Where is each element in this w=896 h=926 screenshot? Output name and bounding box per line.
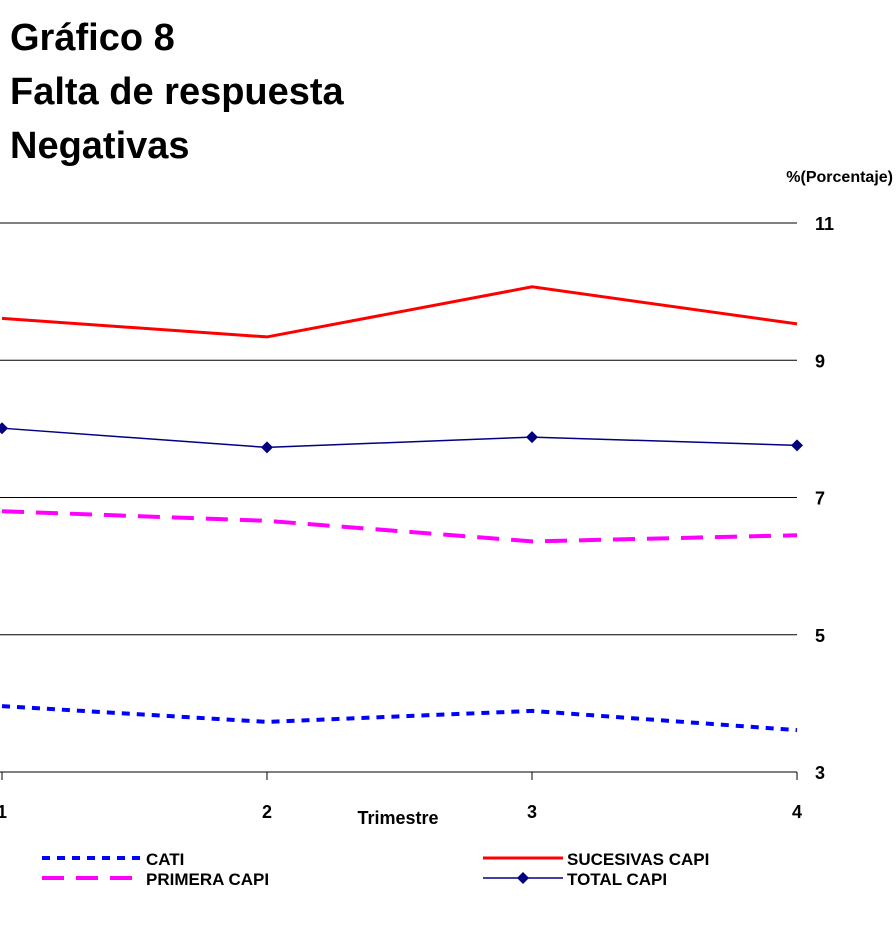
line: [1, 285, 798, 339]
line: [1, 427, 798, 449]
y-tick-label: 5: [815, 626, 825, 646]
legend-marker: [517, 872, 529, 884]
line: [1, 704, 798, 733]
marker: [0, 422, 8, 435]
x-axis-label: Trimestre: [357, 808, 438, 828]
legend-label: TOTAL CAPI: [567, 870, 667, 889]
marker: [261, 441, 273, 454]
x-tick-label: 3: [527, 802, 537, 822]
line: [1, 509, 798, 544]
y-tick-label: 3: [815, 763, 825, 783]
x-tick-label: 4: [792, 802, 802, 822]
marker: [526, 431, 538, 444]
marker: [791, 439, 803, 452]
legend-label: SUCESIVAS CAPI: [567, 850, 709, 869]
chart-title: Gráfico 8: [10, 17, 175, 59]
chart-title: Falta de respuesta: [10, 71, 345, 113]
x-tick-label: 2: [262, 802, 272, 822]
legend-label: CATI: [146, 850, 184, 869]
x-tick-label: 1: [0, 802, 7, 822]
y-tick-label: 9: [815, 351, 825, 371]
y-tick-label: 11: [815, 214, 834, 234]
y-tick-label: 7: [815, 489, 825, 509]
y-axis-label: %(Porcentaje): [786, 169, 893, 186]
chart-title: Negativas: [10, 125, 190, 167]
legend-label: PRIMERA CAPI: [146, 870, 269, 889]
